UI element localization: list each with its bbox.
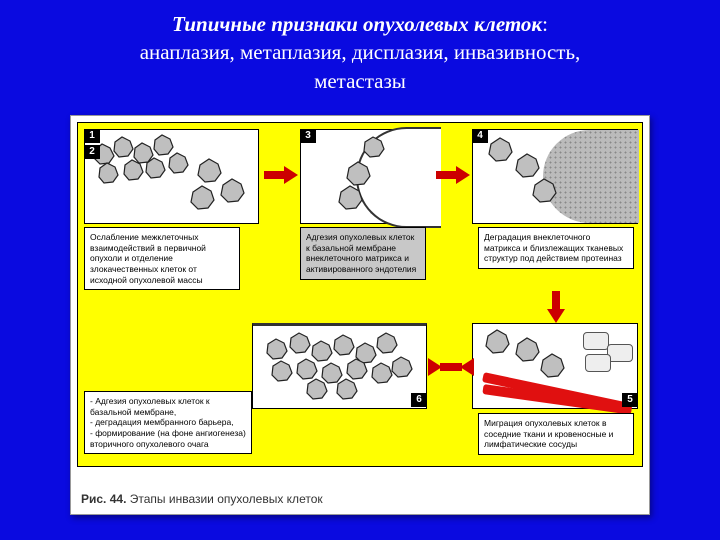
label-1: Ослабление межклеточных взаимодействий в… bbox=[84, 227, 240, 290]
panel-6 bbox=[252, 323, 427, 409]
arrow-4-5 bbox=[552, 291, 560, 311]
panel-4 bbox=[472, 129, 638, 224]
arrow-5-6 bbox=[440, 363, 462, 371]
cells-5 bbox=[473, 324, 639, 410]
cells-cluster-1 bbox=[85, 130, 260, 225]
arrow-3-4 bbox=[436, 171, 458, 179]
badge-6: 6 bbox=[411, 393, 427, 407]
title-block: Типичные признаки опухолевых клеток: ана… bbox=[0, 0, 720, 101]
cells-6 bbox=[253, 326, 428, 412]
label-3: Адгезия опухолевых клеток к базальной ме… bbox=[300, 227, 426, 280]
figure-caption: Рис. 44. Этапы инвазии опухолевых клеток bbox=[81, 492, 323, 506]
cells-4 bbox=[473, 130, 639, 225]
label-5: Миграция опухолевых клеток в соседние тк… bbox=[478, 413, 634, 455]
panel-1 bbox=[84, 129, 259, 224]
caption-text: Этапы инвазии опухолевых клеток bbox=[130, 492, 323, 506]
cells-3 bbox=[301, 130, 431, 225]
title-main: Типичные признаки опухолевых клеток bbox=[172, 12, 542, 36]
caption-label: Рис. 44. bbox=[81, 492, 126, 506]
badge-3: 3 bbox=[300, 129, 316, 143]
badge-4: 4 bbox=[472, 129, 488, 143]
badge-5: 5 bbox=[622, 393, 638, 407]
panel-5 bbox=[472, 323, 638, 409]
label-6: - Адгезия опухолевых клеток к базальной … bbox=[84, 391, 252, 454]
panel-3 bbox=[300, 129, 430, 224]
label-4: Деградация внеклеточного матрикса и близ… bbox=[478, 227, 634, 269]
diagram: 1 2 Ослабление межклеточных взаимодейств… bbox=[70, 115, 650, 515]
title-sub2: метастазы bbox=[314, 69, 406, 93]
panels-bg: 1 2 Ослабление межклеточных взаимодейств… bbox=[77, 122, 643, 467]
badge-2: 2 bbox=[84, 145, 100, 159]
title-sub1: анаплазия, метаплазия, дисплазия, инвази… bbox=[140, 40, 581, 64]
title-colon: : bbox=[542, 12, 548, 36]
arrow-1-3 bbox=[264, 171, 286, 179]
badge-1: 1 bbox=[84, 129, 100, 143]
